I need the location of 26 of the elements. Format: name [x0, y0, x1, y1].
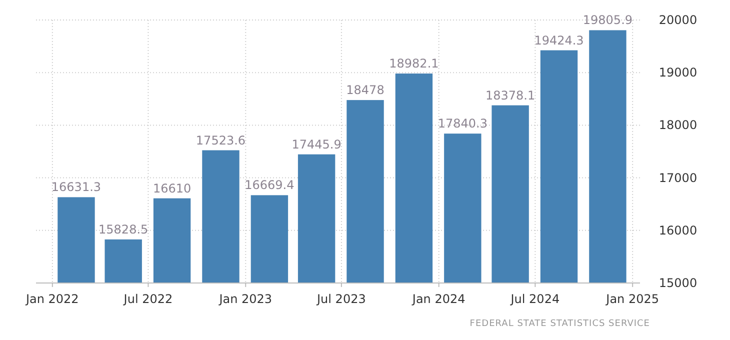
x-tick-label: Jan 2024 [411, 292, 466, 306]
data-label: 17840.3 [438, 116, 488, 131]
x-tick-label: Jul 2024 [510, 292, 560, 306]
data-label: 15828.5 [98, 222, 148, 236]
x-tick-label: Jan 2025 [605, 292, 660, 306]
data-label: 17445.9 [292, 137, 342, 152]
data-label: 18982.1 [389, 56, 439, 71]
text: FEDERAL STATE STATISTICS SERVICE [470, 319, 650, 329]
x-tick-label: Jan 2022 [24, 292, 79, 306]
x-tick-label: Jul 2023 [316, 292, 366, 306]
data-label: 18478 [346, 83, 384, 98]
y-tick-label: 16000 [658, 223, 698, 238]
y-tick-label: 20000 [658, 13, 698, 27]
y-tick-label: 15000 [658, 276, 698, 290]
data-label: 18378.1 [485, 88, 536, 102]
x-tick-label: Jul 2022 [122, 292, 173, 306]
data-label: 17523.6 [196, 133, 246, 148]
data-label: 19805.9 [582, 13, 633, 28]
data-label: 16610 [152, 181, 192, 196]
y-tick-label: 19000 [658, 66, 698, 80]
data-label: 16631.3 [51, 180, 102, 194]
data-label: 19424.3 [534, 33, 584, 48]
y-tick-label: 17000 [658, 170, 698, 185]
x-tick-label: Jan 2023 [218, 292, 272, 306]
data-label: 16669.4 [244, 178, 294, 192]
y-tick-label: 18000 [658, 118, 698, 132]
